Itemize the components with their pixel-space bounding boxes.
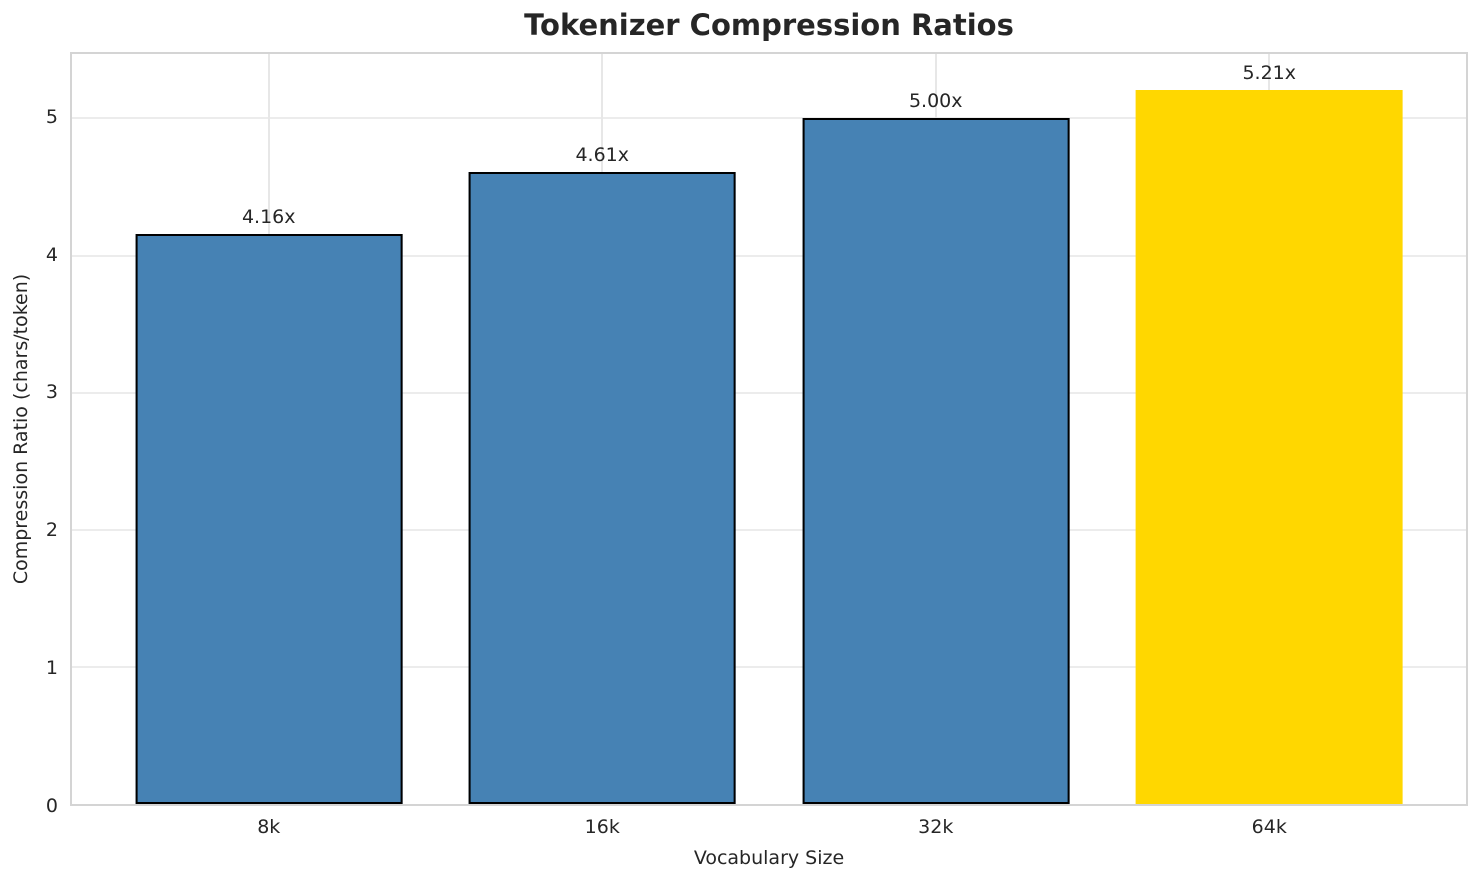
- y-axis-label: Compression Ratio (chars/token): [10, 273, 32, 585]
- bar-value-label-64k: 5.21x: [1242, 61, 1297, 84]
- x-tick-label-16k: 16k: [584, 816, 620, 838]
- bar-16k: [468, 171, 736, 804]
- bar-8k: [135, 233, 403, 804]
- gridline-y-4: [72, 254, 1466, 257]
- y-tick-label-2: 2: [45, 519, 58, 542]
- bar-value-label-32k: 5.00x: [908, 90, 963, 113]
- chart-title: Tokenizer Compression Ratios: [524, 8, 1014, 42]
- x-tick-label-8k: 8k: [257, 816, 281, 838]
- x-tick-label-64k: 64k: [1251, 816, 1287, 838]
- y-tick-label-0: 0: [45, 795, 58, 817]
- y-tick-label-4: 4: [45, 243, 58, 266]
- y-tick-label-5: 5: [45, 105, 58, 128]
- x-axis-label: Vocabulary Size: [693, 847, 845, 869]
- gridline-y-2: [72, 528, 1466, 531]
- y-tick-label-1: 1: [45, 657, 58, 680]
- bar-64k: [1135, 89, 1403, 804]
- bar-value-label-8k: 4.16x: [241, 205, 296, 228]
- y-tick-label-3: 3: [45, 381, 58, 404]
- bar-value-label-16k: 4.61x: [575, 143, 630, 166]
- gridline-y-1: [72, 665, 1466, 668]
- bar-32k: [802, 118, 1070, 804]
- gridline-y-5: [72, 117, 1466, 120]
- plot-area: 4.16x 8k 4.61x 16k 5.00x 32k 5.21x 64k: [70, 52, 1468, 838]
- x-tick-label-32k: 32k: [918, 816, 954, 838]
- y-axis-ticks: 0 1 2 3 4 5: [0, 52, 58, 817]
- gridline-y-3: [72, 391, 1466, 394]
